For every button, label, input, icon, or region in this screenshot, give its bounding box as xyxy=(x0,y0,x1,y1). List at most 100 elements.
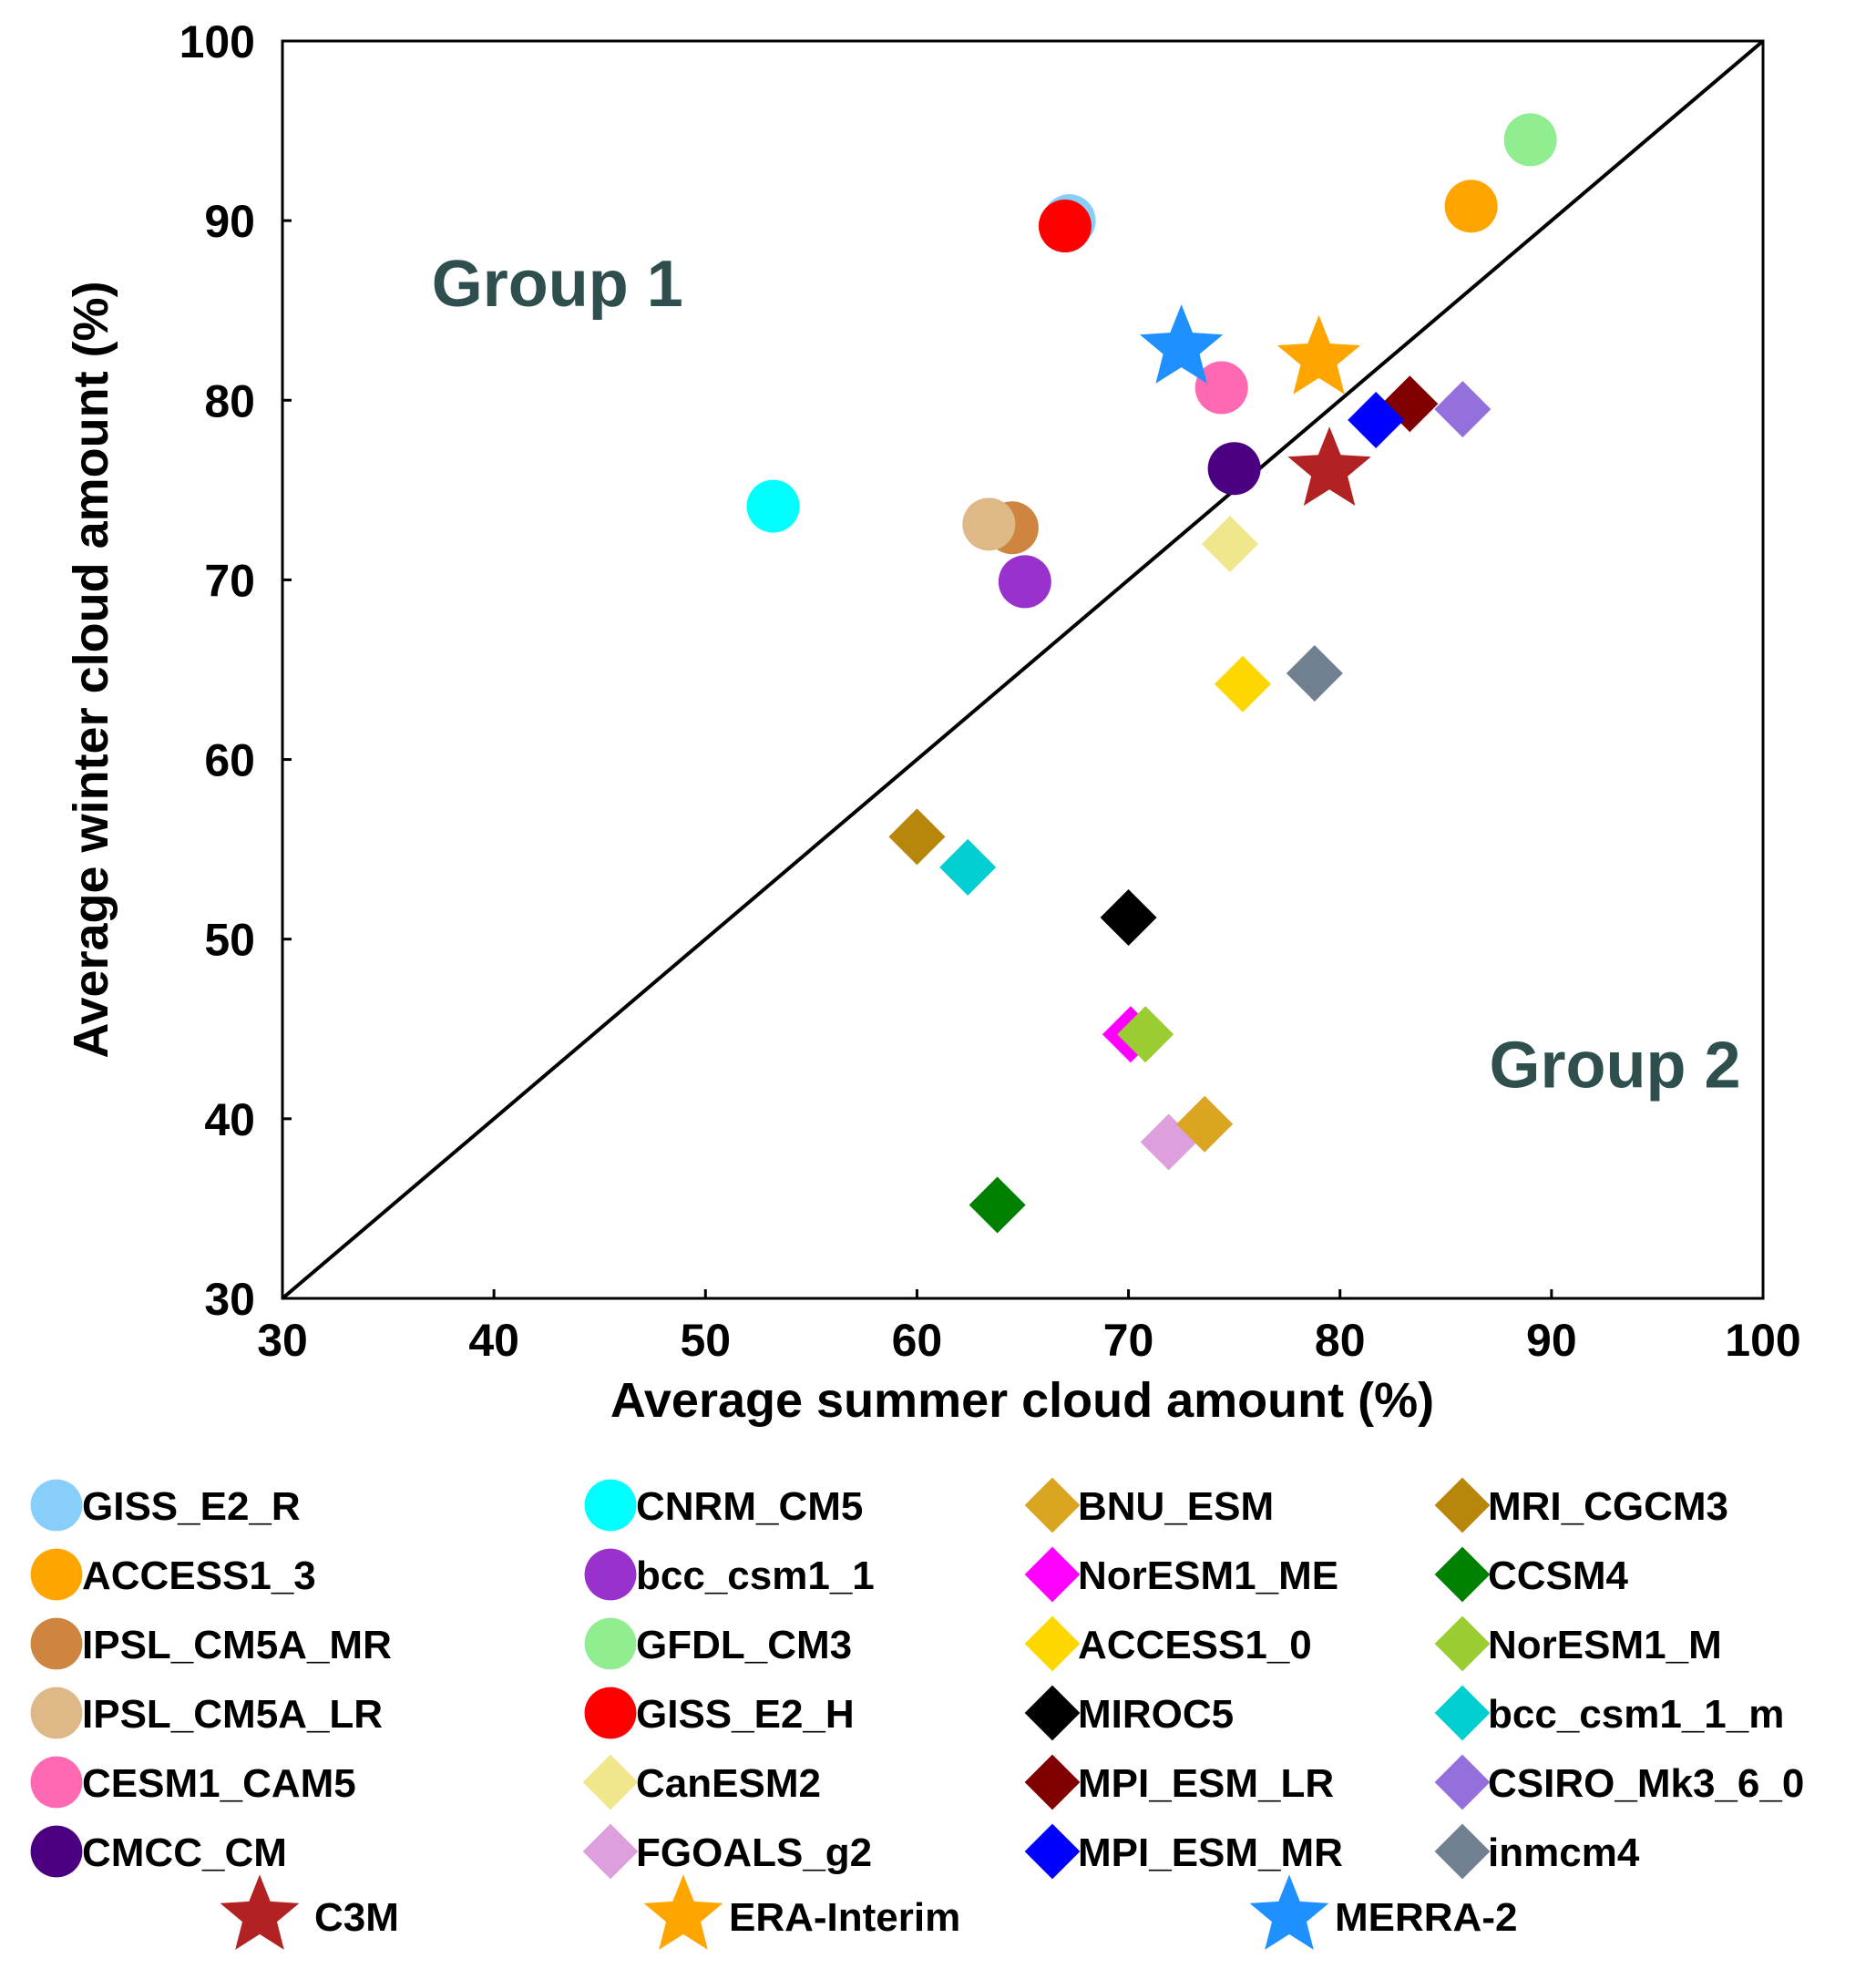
data-point-ERA-Interim xyxy=(1276,314,1361,395)
legend-label-FGOALS_g2: FGOALS_g2 xyxy=(636,1830,872,1875)
plot-frame xyxy=(281,39,1765,1300)
legend-label-MPI_ESM_MR: MPI_ESM_MR xyxy=(1078,1830,1343,1875)
legend-marker-MPI_ESM_LR xyxy=(1024,1754,1081,1810)
legend-marker-MPI_ESM_MR xyxy=(1024,1823,1081,1880)
data-point-ACCESS1_0 xyxy=(1214,655,1271,713)
legend-marker-MRI_CGCM3 xyxy=(1434,1477,1491,1533)
x-axis-title: Average summer cloud amount (%) xyxy=(610,1373,1434,1428)
legend-marker-CCSM4 xyxy=(1434,1546,1491,1603)
one-to-one-line xyxy=(281,39,1765,1300)
legend-marker-MIROC5 xyxy=(1024,1685,1081,1741)
legend-marker-bcc_csm1_1_m xyxy=(1434,1685,1491,1741)
legend-label-GFDL_CM3: GFDL_CM3 xyxy=(636,1623,852,1667)
data-point-IPSL_CM5A_LR xyxy=(962,497,1016,551)
plot-area xyxy=(281,39,1765,1300)
data-point-inmcm4 xyxy=(1286,644,1343,702)
data-point-bcc_csm1_1 xyxy=(998,555,1051,609)
legend-marker-BNU_ESM xyxy=(1024,1477,1081,1533)
data-point-CESM1_CAM5 xyxy=(1194,361,1248,415)
legend-label-GISS_E2_R: GISS_E2_R xyxy=(82,1484,301,1529)
y-tick-label: 80 xyxy=(204,375,255,426)
legend-marker-IPSL_CM5A_MR xyxy=(30,1617,83,1670)
data-point-BNU_ESM xyxy=(1176,1095,1234,1153)
data-point-MPI_ESM_MR xyxy=(1348,391,1405,448)
x-tick-label: 60 xyxy=(892,1315,943,1366)
y-tick-label: 100 xyxy=(179,16,255,67)
x-tick-label: 90 xyxy=(1526,1315,1577,1366)
x-tick-label: 70 xyxy=(1103,1315,1154,1366)
legend-label-CSIRO_Mk3_6_0: CSIRO_Mk3_6_0 xyxy=(1488,1761,1804,1806)
data-point-GISS_E2_H xyxy=(1038,200,1092,253)
legend-marker-GISS_E2_R xyxy=(30,1479,83,1532)
data-point-ACCESS1_3 xyxy=(1444,179,1498,233)
y-tick-label: 90 xyxy=(204,196,255,247)
legend-marker-NorESM1_ME xyxy=(1024,1546,1081,1603)
y-tick-label: 30 xyxy=(204,1274,255,1325)
data-point-CNRM_CM5 xyxy=(746,479,800,533)
legend-marker-ACCESS1_0 xyxy=(1024,1615,1081,1672)
legend-label-ACCESS1_3: ACCESS1_3 xyxy=(82,1553,316,1598)
data-point-CCSM4 xyxy=(969,1176,1026,1234)
legend-marker-CMCC_CM xyxy=(30,1825,83,1878)
legend-label-IPSL_CM5A_LR: IPSL_CM5A_LR xyxy=(82,1692,383,1737)
legend-label-NorESM1_M: NorESM1_M xyxy=(1488,1623,1722,1667)
legend-marker-CESM1_CAM5 xyxy=(30,1756,83,1809)
legend-label-NorESM1_ME: NorESM1_ME xyxy=(1078,1553,1338,1598)
legend-marker-CNRM_CM5 xyxy=(584,1479,637,1532)
x-tick-label: 50 xyxy=(680,1315,731,1366)
legend-label-inmcm4: inmcm4 xyxy=(1488,1830,1640,1875)
legend-marker-ACCESS1_3 xyxy=(30,1548,83,1601)
legend-marker-bcc_csm1_1 xyxy=(584,1548,637,1601)
legend-marker-CanESM2 xyxy=(582,1754,639,1810)
legend-label-MIROC5: MIROC5 xyxy=(1078,1692,1234,1737)
legend-marker-inmcm4 xyxy=(1434,1823,1491,1880)
legend-label-bcc_csm1_1: bcc_csm1_1 xyxy=(636,1553,875,1598)
group-2-annotation: Group 2 xyxy=(1489,1030,1740,1102)
y-tick-label: 70 xyxy=(204,555,255,606)
x-tick-label: 80 xyxy=(1315,1315,1366,1366)
data-point-CSIRO_Mk3_6_0 xyxy=(1434,381,1492,438)
legend-label-CMCC_CM: CMCC_CM xyxy=(82,1830,287,1875)
data-point-MRI_CGCM3 xyxy=(888,808,946,866)
data-point-NorESM1_M xyxy=(1117,1006,1174,1063)
legend-marker-ERA-Interim xyxy=(643,1874,723,1950)
legend-label-ERA-Interim: ERA-Interim xyxy=(729,1895,960,1940)
legend-label-BNU_ESM: BNU_ESM xyxy=(1078,1484,1274,1529)
legend-label-MRI_CGCM3: MRI_CGCM3 xyxy=(1488,1484,1728,1529)
legend-marker-NorESM1_M xyxy=(1434,1615,1491,1672)
legend-label-CNRM_CM5: CNRM_CM5 xyxy=(636,1484,863,1529)
data-point-MIROC5 xyxy=(1100,889,1157,947)
legend-label-CCSM4: CCSM4 xyxy=(1488,1553,1629,1598)
data-point-CanESM2 xyxy=(1202,516,1258,572)
legend-label-ACCESS1_0: ACCESS1_0 xyxy=(1078,1623,1312,1667)
legend-marker-C3M xyxy=(220,1874,300,1950)
data-point-MERRA-2 xyxy=(1140,304,1224,384)
axes: 30 40 50 60 70 80 90 100 30 40 50 60 70 80 90 100 xyxy=(179,16,1801,1366)
legend-label-CanESM2: CanESM2 xyxy=(636,1761,821,1806)
x-tick-label: 100 xyxy=(1725,1315,1800,1366)
legend-label-MERRA-2: MERRA-2 xyxy=(1335,1895,1517,1940)
legend-label-GISS_E2_H: GISS_E2_H xyxy=(636,1692,855,1737)
data-point-bcc_csm1_1_m xyxy=(939,838,997,896)
legend-marker-GFDL_CM3 xyxy=(584,1617,637,1670)
y-axis-title: Average winter cloud amount (%) xyxy=(64,281,118,1058)
y-tick-label: 50 xyxy=(204,915,255,966)
data-point-CMCC_CM xyxy=(1207,442,1261,496)
legend: GISS_E2_R ACCESS1_3 IPSL_CM5A_MR IPSL_CM5A_… xyxy=(30,1477,1804,1950)
legend-marker-FGOALS_g2 xyxy=(582,1823,639,1880)
y-tick-label: 40 xyxy=(204,1094,255,1145)
legend-label-CESM1_CAM5: CESM1_CAM5 xyxy=(82,1761,356,1806)
legend-marker-MERRA-2 xyxy=(1249,1874,1329,1950)
x-tick-label: 40 xyxy=(468,1315,519,1366)
y-tick-label: 60 xyxy=(204,735,255,786)
legend-marker-GISS_E2_H xyxy=(584,1687,637,1739)
legend-marker-CSIRO_Mk3_6_0 xyxy=(1434,1754,1491,1810)
legend-label-IPSL_CM5A_MR: IPSL_CM5A_MR xyxy=(82,1623,392,1667)
data-point-GFDL_CM3 xyxy=(1503,113,1557,167)
legend-marker-IPSL_CM5A_LR xyxy=(30,1687,83,1739)
x-tick-label: 30 xyxy=(257,1315,308,1366)
legend-label-C3M: C3M xyxy=(314,1895,399,1940)
legend-label-bcc_csm1_1_m: bcc_csm1_1_m xyxy=(1488,1692,1784,1737)
group-1-annotation: Group 1 xyxy=(432,248,683,321)
